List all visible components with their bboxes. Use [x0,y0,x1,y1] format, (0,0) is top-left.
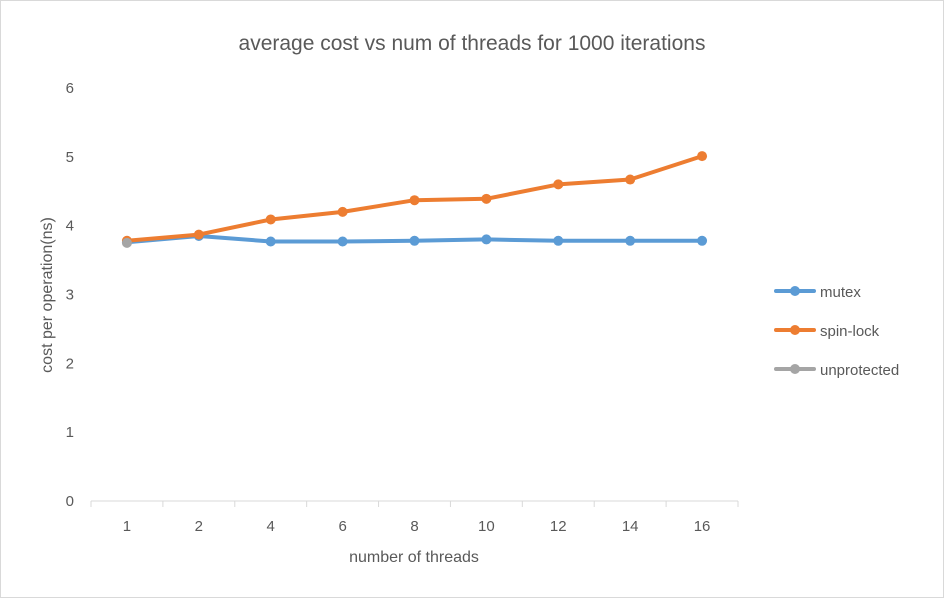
legend: mutex spin-lock unprotected [774,284,899,379]
x-tick-label: 4 [267,518,275,535]
x-tick-label: 6 [338,518,346,535]
x-tick-label: 10 [478,518,495,535]
x-tick-label: 14 [622,518,639,535]
y-tick-label: 3 [66,287,74,304]
data-point-mutex [625,235,636,246]
y-tick-label: 5 [66,149,74,166]
x-tick-label: 8 [410,518,418,535]
x-tick-label: 2 [195,518,203,535]
y-tick-label: 0 [66,493,74,510]
data-point-mutex [697,235,708,246]
y-axis-ticks: 0 1 2 3 4 5 6 [66,80,74,510]
series-unprotected [121,237,132,248]
y-tick-label: 4 [66,218,74,235]
y-tick-label: 6 [66,80,74,97]
data-point-mutex [481,234,492,245]
data-point-mutex [409,235,420,246]
data-point-spin-lock [481,193,492,204]
data-point-spin-lock [193,229,204,240]
legend-item-unprotected: unprotected [774,362,899,379]
legend-swatch-marker [790,364,800,374]
legend-swatch-marker [790,325,800,335]
data-point-spin-lock [409,195,420,206]
x-axis-ticks: 1 2 4 6 8 10 12 14 16 [123,518,711,535]
x-tick-label: 1 [123,518,131,535]
legend-swatch-marker [790,286,800,296]
x-tick-label: 12 [550,518,567,535]
y-axis-label: cost per operation(ns) [39,217,56,373]
series-spin-lock [121,151,708,246]
data-point-spin-lock [337,206,348,217]
data-point-spin-lock [553,179,564,190]
data-point-spin-lock [697,151,708,162]
data-point-mutex [553,235,564,246]
chart-title: average cost vs num of threads for 1000 … [239,32,706,55]
x-axis [90,500,739,507]
y-tick-label: 1 [66,424,74,441]
x-tick-label: 16 [694,518,711,535]
legend-label: spin-lock [820,323,880,340]
legend-label: mutex [820,284,861,301]
y-tick-label: 2 [66,355,74,372]
x-axis-label: number of threads [349,549,479,566]
legend-item-spin-lock: spin-lock [774,323,880,340]
data-point-unprotected [121,237,132,248]
data-point-mutex [337,236,348,247]
data-point-mutex [265,236,276,247]
data-point-spin-lock [625,174,636,185]
legend-label: unprotected [820,362,899,379]
legend-item-mutex: mutex [774,284,861,301]
data-point-spin-lock [265,214,276,225]
series-layer [121,151,708,248]
